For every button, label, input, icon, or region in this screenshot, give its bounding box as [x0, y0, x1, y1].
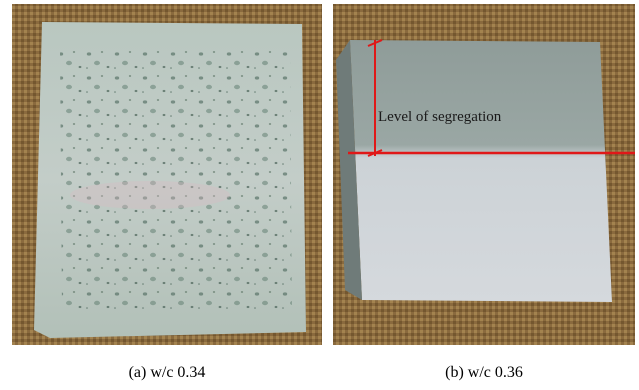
figure: Level of segregation (a) w/c 0.34 (b) w/… — [0, 0, 639, 385]
photo-b: Level of segregation — [333, 4, 635, 345]
surface-pores — [60, 50, 292, 312]
concrete-cube — [350, 40, 612, 302]
pink-stain — [70, 181, 230, 209]
caption: (b) w/c 0.36 — [445, 364, 523, 381]
photo-a — [12, 4, 322, 345]
caption: (a) w/c 0.34 — [129, 364, 206, 381]
page: Level of segregation (a) w/c 0.34 (b) w/… — [0, 0, 639, 385]
annotation: Level of segregation — [378, 109, 502, 125]
